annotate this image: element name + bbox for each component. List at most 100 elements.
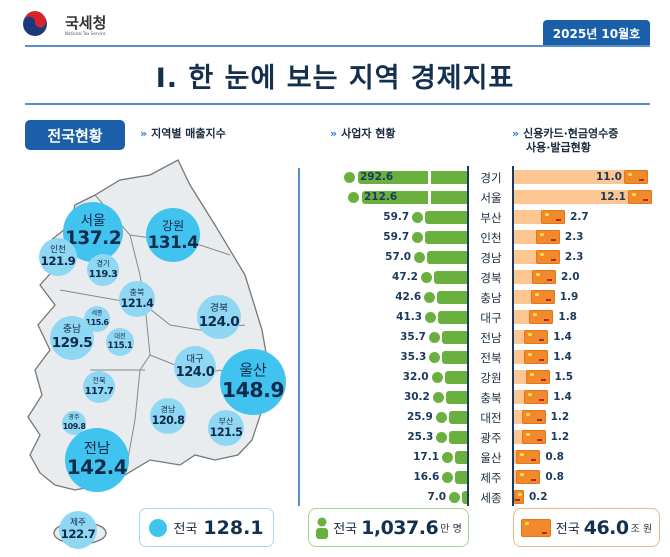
index-value: 120.8 xyxy=(151,414,185,428)
business-total-box: 전국 1,037.6 만 명 xyxy=(308,508,469,547)
region-name: 서울 xyxy=(80,212,106,229)
business-bar xyxy=(438,311,467,324)
index-value: 115.6 xyxy=(85,317,109,327)
total-unit: 조 원 xyxy=(630,524,653,535)
card-value: 1.4 xyxy=(553,391,572,403)
index-value: 131.4 xyxy=(147,231,199,252)
business-dot xyxy=(412,232,424,243)
card-value: 12.1 xyxy=(600,191,626,203)
business-value: 212.6 xyxy=(364,191,398,203)
business-dot xyxy=(429,352,441,363)
card-total-box: 전국 46.0 조 원 xyxy=(513,508,660,547)
card-value: 1.4 xyxy=(553,351,572,363)
business-value: 42.6 xyxy=(395,291,422,303)
business-dot xyxy=(420,272,432,283)
business-bar xyxy=(431,191,467,204)
section-label: 사업자 현황 xyxy=(341,127,396,140)
bubble-13: 부산 121.5 xyxy=(208,410,244,446)
credit-card-icon xyxy=(525,370,550,384)
index-value: 129.5 xyxy=(51,335,93,352)
business-value: 35.3 xyxy=(400,351,427,363)
index-value: 121.5 xyxy=(209,426,243,440)
region-label: 경북 xyxy=(480,271,502,285)
business-value: 16.6 xyxy=(413,471,440,483)
index-value: 117.7 xyxy=(84,385,114,397)
region-label: 부산 xyxy=(480,211,502,225)
business-dot xyxy=(442,472,454,483)
credit-card-icon xyxy=(521,430,546,444)
card-value: 2.0 xyxy=(561,271,580,283)
bubble-12: 경남 120.8 xyxy=(150,398,186,434)
index-value: 115.1 xyxy=(107,340,133,351)
credit-card-icon xyxy=(532,270,556,284)
bubble-7: 충남 129.5 xyxy=(50,316,94,360)
business-bar xyxy=(444,371,467,384)
bubble-9: 대구 124.0 xyxy=(174,346,216,388)
card-value: 1.2 xyxy=(550,431,570,443)
total-label: 전국 xyxy=(333,522,358,537)
business-value: 57.0 xyxy=(385,251,412,263)
business-bar xyxy=(358,171,428,184)
nts-logo-icon xyxy=(22,8,48,40)
card-value: 1.5 xyxy=(554,371,574,383)
index-value: 122.7 xyxy=(60,527,96,542)
business-bar xyxy=(425,231,467,244)
region-name: 경북 xyxy=(209,303,229,315)
card-value: 1.8 xyxy=(558,311,577,323)
business-bar xyxy=(449,431,467,444)
business-value: 17.1 xyxy=(413,451,440,463)
bubble-8: 대전 115.1 xyxy=(106,328,134,356)
business-value: 7.0 xyxy=(427,491,447,503)
credit-card-icon xyxy=(541,210,566,224)
section-label: 신용카드·현금영수증 xyxy=(523,127,619,140)
business-dot xyxy=(436,432,448,443)
card-value: 0.8 xyxy=(545,451,564,463)
card-value: 0.8 xyxy=(545,471,564,483)
index-value: 148.9 xyxy=(221,378,285,403)
credit-card-icon xyxy=(524,330,549,344)
credit-card-icon xyxy=(530,290,555,304)
business-bar xyxy=(455,451,467,464)
business-dot xyxy=(442,452,454,463)
business-bar xyxy=(431,171,467,184)
business-value: 292.6 xyxy=(360,171,394,183)
bubble-15: 전남 142.4 xyxy=(65,428,129,492)
index-value: 124.0 xyxy=(175,365,215,381)
region-name: 세종 xyxy=(91,309,103,317)
bubble-4: 충북 121.4 xyxy=(119,281,155,317)
region-label: 울산 xyxy=(480,451,502,465)
business-bar xyxy=(433,271,467,284)
total-unit: 만 명 xyxy=(440,524,462,535)
region-name: 부산 xyxy=(218,416,234,427)
business-dot xyxy=(412,212,424,223)
axis-line xyxy=(512,166,514,506)
region-label: 인천 xyxy=(480,231,502,245)
region-name: 충남 xyxy=(62,324,82,336)
card-value: 0.2 xyxy=(529,491,548,503)
credit-card-icon xyxy=(524,390,549,404)
region-name: 강원 xyxy=(161,218,185,233)
card-value: 2.3 xyxy=(564,231,584,243)
region-label: 경기 xyxy=(480,171,502,185)
region-name: 대구 xyxy=(186,353,204,365)
logo-text: 국세청 xyxy=(65,14,107,32)
section-badge: 전국현황 xyxy=(25,120,125,150)
chevron-right-icon: » xyxy=(140,127,148,140)
total-value: 46.0 xyxy=(583,516,629,539)
card-value: 1.2 xyxy=(550,411,570,423)
total-label: 전국 xyxy=(555,522,580,537)
page-title: I. 한 눈에 보는 지역 경제지표 xyxy=(155,63,515,94)
card-value: 2.7 xyxy=(570,211,589,223)
total-value: 1,037.6 xyxy=(361,516,439,539)
business-bar xyxy=(362,191,428,204)
bubble-11: 전북 117.7 xyxy=(83,371,115,403)
region-name: 경남 xyxy=(160,404,176,415)
person-icon xyxy=(316,517,329,539)
business-bar xyxy=(448,411,467,424)
total-value: 128.1 xyxy=(203,516,264,539)
business-dot xyxy=(348,192,359,203)
bubble-3: 경기 119.3 xyxy=(87,254,119,286)
card-value: 1.9 xyxy=(559,291,579,303)
section-label: 지역별 매출지수 xyxy=(151,127,226,140)
card-value: 2.3 xyxy=(564,251,584,263)
